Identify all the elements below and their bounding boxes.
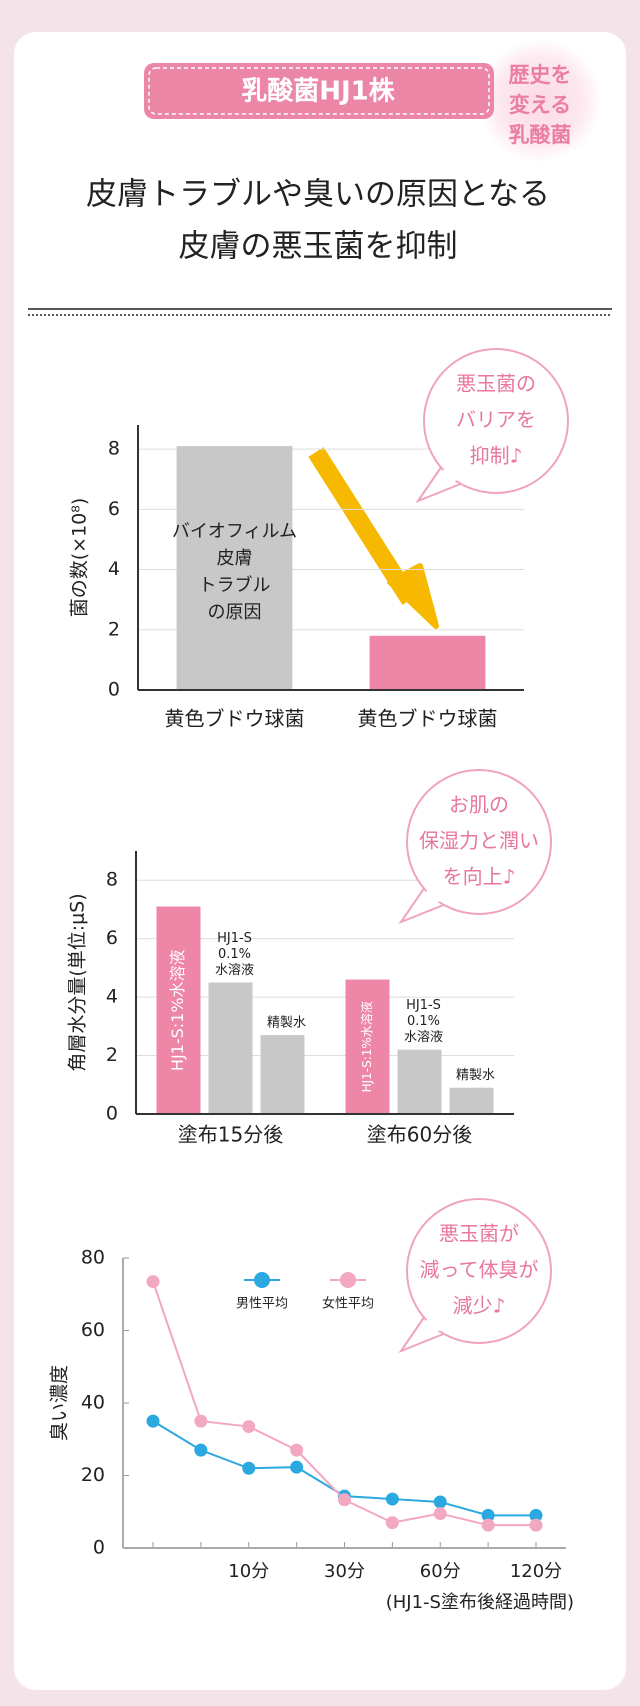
callout-text: を向上♪ <box>443 865 516 889</box>
arrow <box>308 447 418 605</box>
point <box>290 1460 304 1474</box>
arrow-head <box>387 563 439 629</box>
point <box>242 1420 256 1434</box>
legend-label: 女性平均 <box>322 1296 374 1312</box>
point <box>481 1518 495 1532</box>
point <box>433 1507 447 1521</box>
bar <box>369 635 486 690</box>
bar-label: 精製水 <box>267 1016 306 1031</box>
y-tick-label: 0 <box>108 679 120 701</box>
badge-text: 乳酸菌HJ1株 <box>241 77 396 107</box>
callout-tail-cover <box>407 888 447 916</box>
point <box>529 1518 543 1532</box>
y-tick-label: 6 <box>108 498 120 520</box>
y-tick-label: 6 <box>106 927 118 949</box>
point <box>242 1461 256 1475</box>
callout-tail-cover <box>407 1317 447 1345</box>
callout-text: 減って体臭が <box>420 1258 539 1282</box>
y-tick-label: 60 <box>81 1319 105 1341</box>
point <box>146 1275 160 1289</box>
x-tick-label: 60分 <box>420 1561 461 1582</box>
bar-label: 水溶液 <box>215 963 254 978</box>
callout-text: 保湿力と潤い <box>419 829 539 853</box>
badge <box>144 63 494 119</box>
bar-annotation: トラブル <box>199 574 271 596</box>
bar-label: 精製水 <box>456 1068 495 1083</box>
title: 皮膚の悪玉菌を抑制 <box>179 229 458 265</box>
y-tick-label: 80 <box>81 1247 105 1269</box>
callout-text: お肌の <box>449 793 509 817</box>
seal-text: 乳酸菌 <box>509 123 572 147</box>
point <box>433 1495 447 1509</box>
bar <box>260 1035 305 1114</box>
bar <box>156 906 201 1114</box>
callout-text: バリアを <box>456 408 536 432</box>
bar-label: 0.1% <box>218 947 251 962</box>
point <box>290 1443 304 1457</box>
legend-marker <box>340 1272 356 1288</box>
callout-text: 悪玉菌の <box>456 372 536 396</box>
bar <box>176 446 293 690</box>
y-tick-label: 20 <box>81 1464 105 1486</box>
x-tick-label: 塗布15分後 <box>178 1123 283 1147</box>
bar <box>345 979 390 1114</box>
x-tick-label: 黄色ブドウ球菌 <box>165 707 305 731</box>
point <box>146 1414 160 1428</box>
bar-label: 水溶液 <box>404 1030 443 1045</box>
y-tick-label: 4 <box>108 558 120 580</box>
seal <box>478 39 602 163</box>
x-tick-label: 10分 <box>228 1561 269 1582</box>
badge-border <box>148 67 490 115</box>
y-tick-label: 2 <box>106 1044 118 1066</box>
legend-label: 男性平均 <box>236 1297 288 1312</box>
y-tick-label: 0 <box>93 1537 105 1559</box>
callout-text: 抑制♪ <box>470 444 523 468</box>
legend-marker <box>254 1272 270 1288</box>
x-tick-label: 塗布60分後 <box>367 1123 472 1147</box>
point <box>529 1508 543 1522</box>
bar-label: HJ1-S <box>217 931 252 946</box>
y-tick-label: 4 <box>106 986 118 1008</box>
point <box>385 1516 399 1530</box>
callout-text: 悪玉菌が <box>439 1222 519 1246</box>
bar <box>208 982 253 1114</box>
point <box>481 1508 495 1522</box>
y-tick-label: 0 <box>106 1103 118 1125</box>
callout <box>406 1198 552 1344</box>
callout-tail-cover <box>424 467 464 495</box>
bar-label: HJ1-S:1%水溶液 <box>168 949 187 1071</box>
y-tick-label: 2 <box>108 618 120 640</box>
y-tick-label: 8 <box>106 869 118 891</box>
y-tick-label: 8 <box>108 438 120 460</box>
x-tick-label: 黄色ブドウ球菌 <box>358 707 498 731</box>
bar-annotation: 皮膚 <box>217 548 253 569</box>
bar-label: 0.1% <box>407 1014 440 1029</box>
y-axis-label: 角層水分量(単位:μS) <box>67 893 89 1071</box>
bar-label: HJ1-S:1%水溶液 <box>359 1001 374 1092</box>
point <box>194 1414 208 1428</box>
x-tick-label: 30分 <box>324 1561 365 1582</box>
callout-text: 減少♪ <box>453 1294 506 1318</box>
callout <box>406 769 552 915</box>
y-axis-label: 臭い濃度 <box>49 1365 71 1441</box>
y-tick-label: 40 <box>81 1392 105 1414</box>
seal-text: 変える <box>509 93 571 117</box>
point <box>194 1443 208 1457</box>
bar-label: HJ1-S <box>406 998 441 1013</box>
x-axis-label: (HJ1-S塗布後経過時間) <box>386 1591 574 1613</box>
point <box>338 1493 351 1507</box>
y-axis-label: 菌の数(×10⁸) <box>69 498 91 618</box>
x-tick-label: 120分 <box>510 1561 562 1582</box>
seal-text: 歴史を <box>509 63 572 87</box>
title: 皮膚トラブルや臭いの原因となる <box>86 177 550 213</box>
bar-annotation: の原因 <box>208 602 262 623</box>
point <box>385 1492 399 1506</box>
bar <box>397 1049 442 1114</box>
callout <box>423 348 569 494</box>
bar <box>449 1087 494 1114</box>
bar-annotation: バイオフィルム <box>172 521 297 542</box>
